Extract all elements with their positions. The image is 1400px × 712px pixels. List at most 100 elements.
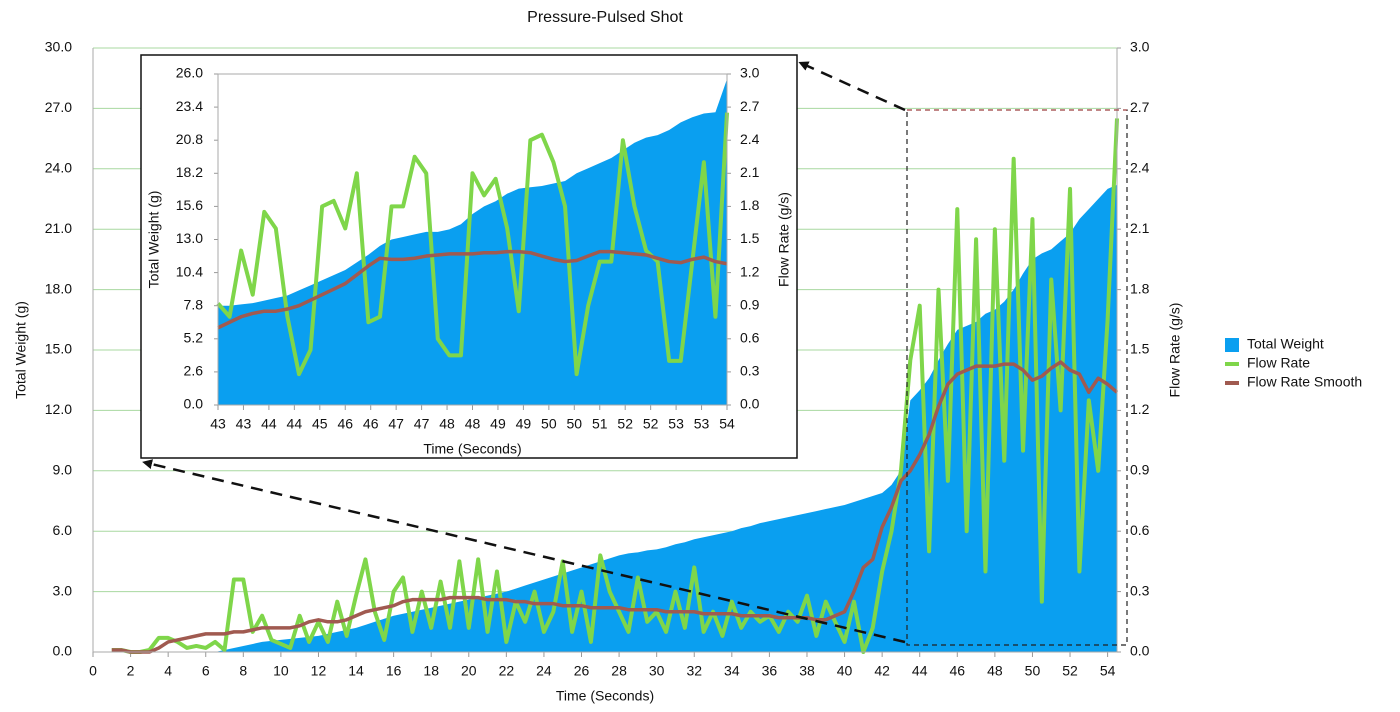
x-tick-label: 50	[567, 416, 583, 432]
line	[111, 118, 1119, 654]
y2-tick-label: 0.6	[1130, 522, 1150, 538]
x-tick-label: 46	[363, 416, 379, 432]
x-tick-label: 49	[490, 416, 506, 432]
y-tick-label: 3.0	[53, 582, 73, 598]
x-axis-title: Time (Seconds)	[423, 441, 521, 457]
y-tick-label: 9.0	[53, 462, 73, 478]
y2-tick-label: 0.6	[740, 330, 760, 346]
y2-axis-title: Flow Rate (g/s)	[776, 192, 792, 287]
x-tick-label: 44	[912, 663, 928, 679]
x-tick-label: 28	[611, 663, 627, 679]
legend-label: Flow Rate Smooth	[1247, 374, 1362, 390]
y-tick-label: 6.0	[53, 522, 73, 538]
x-tick-label: 48	[987, 663, 1003, 679]
x-tick-label: 51	[592, 416, 608, 432]
y2-tick-label: 2.7	[740, 98, 760, 114]
x-tick-label: 43	[236, 416, 252, 432]
y-tick-label: 20.8	[176, 131, 203, 147]
x-tick-label: 18	[423, 663, 439, 679]
y2-tick-label: 2.4	[740, 131, 760, 147]
x-tick-label: 46	[950, 663, 966, 679]
y-tick-label: 7.8	[184, 296, 204, 312]
x-tick-label: 38	[799, 663, 815, 679]
x-tick-label: 24	[536, 663, 552, 679]
legend-label: Flow Rate	[1247, 355, 1310, 371]
y-tick-label: 30.0	[45, 39, 72, 55]
y2-tick-label: 0.0	[1130, 643, 1150, 659]
y-tick-label: 10.4	[176, 263, 203, 279]
x-tick-label: 10	[273, 663, 289, 679]
legend-swatch	[1225, 338, 1239, 352]
y-tick-label: 13.0	[176, 230, 203, 246]
x-tick-label: 42	[874, 663, 890, 679]
x-tick-label: 44	[287, 416, 303, 432]
x-tick-label: 47	[414, 416, 430, 432]
y2-tick-label: 1.8	[740, 197, 760, 213]
zoom-arrow	[798, 61, 906, 112]
x-tick-label: 47	[388, 416, 404, 432]
y-tick-label: 24.0	[45, 160, 72, 176]
area	[111, 184, 1117, 652]
x-tick-label: 20	[461, 663, 477, 679]
y2-tick-label: 1.8	[1130, 280, 1150, 296]
y2-tick-label: 1.2	[740, 263, 760, 279]
inset-chart: 0.0 2.6 5.2 7.8 10.4 13.0 15.6 18.2 20.8 23.4 26.0…	[146, 65, 792, 457]
x-tick-label: 40	[837, 663, 853, 679]
y-tick-label: 2.6	[184, 363, 204, 379]
x-tick-label: 46	[337, 416, 353, 432]
chart-title: Pressure-Pulsed Shot	[527, 9, 683, 26]
y-tick-label: 18.2	[176, 164, 203, 180]
x-tick-label: 36	[762, 663, 778, 679]
y-tick-label: 27.0	[45, 99, 72, 115]
line	[217, 249, 728, 330]
y-tick-label: 18.0	[45, 280, 72, 296]
y2-tick-label: 3.0	[740, 65, 760, 81]
y2-tick-label: 0.3	[1130, 582, 1150, 598]
y2-tick-label: 1.5	[740, 230, 760, 246]
x-tick-label: 52	[643, 416, 659, 432]
x-tick-label: 53	[668, 416, 684, 432]
y-tick-label: 26.0	[176, 65, 203, 81]
zoom-indicator	[142, 61, 1128, 646]
y-tick-label: 0.0	[53, 643, 73, 659]
x-tick-label: 50	[1025, 663, 1041, 679]
x-tick-label: 6	[202, 663, 210, 679]
line	[216, 112, 729, 377]
x-tick-label: 8	[239, 663, 247, 679]
x-tick-label: 50	[541, 416, 557, 432]
x-tick-label: 43	[210, 416, 226, 432]
x-tick-label: 12	[311, 663, 327, 679]
y2-tick-label: 3.0	[1130, 39, 1150, 55]
y-tick-label: 12.0	[45, 401, 72, 417]
y-tick-label: 21.0	[45, 220, 72, 236]
y2-tick-label: 0.9	[1130, 462, 1150, 478]
y-tick-label: 15.6	[176, 197, 203, 213]
zoom-arrow	[142, 459, 906, 644]
x-tick-label: 54	[719, 416, 735, 432]
x-tick-label: 0	[89, 663, 97, 679]
y2-tick-label: 0.0	[740, 396, 760, 412]
x-tick-label: 14	[348, 663, 364, 679]
y-tick-label: 23.4	[176, 98, 203, 114]
x-tick-label: 4	[164, 663, 172, 679]
y2-tick-label: 2.1	[740, 164, 760, 180]
y2-tick-label: 0.3	[740, 363, 760, 379]
y-axis-title: Total Weight (g)	[13, 301, 29, 399]
x-tick-label: 32	[686, 663, 702, 679]
x-tick-label: 52	[617, 416, 633, 432]
x-axis-title: Time (Seconds)	[556, 688, 654, 704]
x-tick-label: 30	[649, 663, 665, 679]
x-tick-label: 26	[574, 663, 590, 679]
y2-axis-title: Flow Rate (g/s)	[1167, 303, 1183, 398]
x-tick-label: 54	[1100, 663, 1116, 679]
y2-tick-label: 2.4	[1130, 160, 1150, 176]
y2-tick-label: 2.7	[1130, 99, 1150, 115]
x-tick-label: 49	[516, 416, 532, 432]
y-tick-label: 5.2	[184, 330, 204, 346]
y2-tick-label: 1.5	[1130, 341, 1150, 357]
x-tick-label: 34	[724, 663, 740, 679]
x-tick-label: 48	[465, 416, 481, 432]
x-tick-label: 52	[1062, 663, 1078, 679]
